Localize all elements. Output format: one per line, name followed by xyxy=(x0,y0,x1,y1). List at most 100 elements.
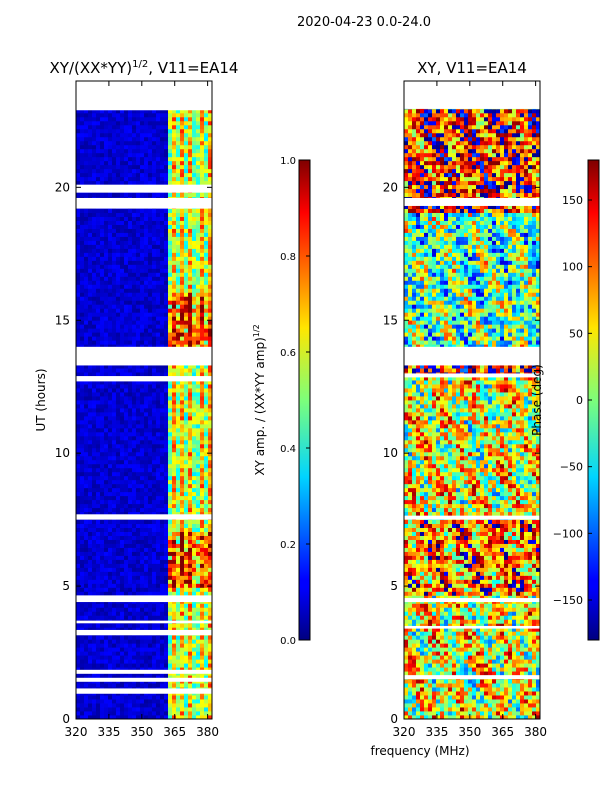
heatmap-cell xyxy=(112,132,117,138)
heatmap-cell xyxy=(164,663,169,668)
heatmap-cell xyxy=(112,180,117,186)
heatmap-cell xyxy=(124,551,129,556)
heatmap-cell xyxy=(156,296,161,301)
heatmap-cell xyxy=(84,699,89,704)
heatmap-cell xyxy=(140,419,145,425)
heatmap-cell xyxy=(88,683,93,688)
heatmap-cell xyxy=(112,256,117,261)
heatmap-cell xyxy=(148,663,153,668)
heatmap-cell xyxy=(100,499,105,505)
heatmap-cell xyxy=(204,140,209,146)
heatmap-cell xyxy=(92,316,97,321)
heatmap-cell xyxy=(116,611,121,616)
heatmap-cell xyxy=(76,427,81,433)
heatmap-cell xyxy=(192,587,197,592)
heatmap-cell xyxy=(132,284,137,289)
heatmap-cell xyxy=(180,260,185,265)
heatmap-cell xyxy=(128,611,133,616)
heatmap-cell xyxy=(96,292,101,297)
heatmap-cell xyxy=(88,284,93,289)
heatmap-cell xyxy=(120,571,125,576)
heatmap-cell xyxy=(136,659,141,664)
heatmap-cell xyxy=(136,368,141,373)
heatmap-cell xyxy=(116,491,121,497)
heatmap-cell xyxy=(96,647,101,652)
heatmap-cell xyxy=(116,276,121,281)
heatmap-cell xyxy=(192,531,197,536)
heatmap-cell xyxy=(192,663,197,668)
heatmap-cell xyxy=(80,407,85,413)
heatmap-cell xyxy=(136,627,141,632)
heatmap-cell xyxy=(204,208,209,213)
heatmap-cell xyxy=(80,567,85,572)
heatmap-cell xyxy=(128,332,133,337)
heatmap-cell xyxy=(188,439,193,445)
heatmap-cell xyxy=(96,483,101,489)
heatmap-cell xyxy=(84,423,89,429)
heatmap-cell xyxy=(200,707,205,712)
heatmap-cell xyxy=(88,140,93,146)
heatmap-cell xyxy=(80,160,85,166)
heatmap-cell xyxy=(144,683,149,688)
heatmap-cell xyxy=(208,535,212,540)
heatmap-cell xyxy=(184,388,189,393)
heatmap-cell xyxy=(172,344,177,349)
heatmap-cell xyxy=(128,527,133,532)
heatmap-cell xyxy=(156,164,161,170)
heatmap-cell xyxy=(140,400,145,405)
heatmap-cell xyxy=(92,451,97,457)
heatmap-cell xyxy=(88,587,93,592)
heatmap-cell xyxy=(132,340,137,345)
heatmap-cell xyxy=(208,272,212,277)
heatmap-cell xyxy=(100,471,105,477)
heatmap-cell xyxy=(148,459,153,465)
heatmap-cell xyxy=(176,567,181,572)
heatmap-cell xyxy=(176,380,181,385)
heatmap-cell xyxy=(184,503,189,509)
heatmap-cell xyxy=(184,559,189,564)
heatmap-cell xyxy=(192,655,197,660)
heatmap-cell xyxy=(116,699,121,704)
heatmap-cell xyxy=(152,192,157,198)
heatmap-cell xyxy=(176,527,181,532)
heatmap-cell xyxy=(84,431,89,437)
heatmap-cell xyxy=(112,471,117,477)
heatmap-cell xyxy=(180,451,185,457)
heatmap-cell xyxy=(128,711,133,716)
heatmap-cell xyxy=(204,523,209,528)
heatmap-cell xyxy=(92,699,97,704)
heatmap-cell xyxy=(144,715,149,719)
heatmap-cell xyxy=(132,407,137,413)
heatmap-cell xyxy=(176,228,181,233)
heatmap-cell xyxy=(176,384,181,389)
heatmap-cell xyxy=(96,471,101,477)
heatmap-cell xyxy=(76,639,81,644)
heatmap-cell xyxy=(140,459,145,465)
heatmap-cell xyxy=(152,180,157,186)
heatmap-cell xyxy=(140,208,145,213)
heatmap-cell xyxy=(180,547,185,552)
heatmap-cell xyxy=(148,192,153,198)
heatmap-cell xyxy=(168,344,173,349)
heatmap-cell xyxy=(144,320,149,325)
heatmap-cell xyxy=(108,308,113,313)
heatmap-cell xyxy=(96,531,101,536)
heatmap-cell xyxy=(88,475,93,481)
heatmap-cell xyxy=(128,503,133,509)
heatmap-cell xyxy=(192,400,197,405)
heatmap-cell xyxy=(132,575,137,580)
heatmap-cell xyxy=(136,639,141,644)
heatmap-cell xyxy=(156,611,161,616)
heatmap-cell xyxy=(96,180,101,186)
heatmap-cell xyxy=(92,491,97,497)
heatmap-cell xyxy=(128,344,133,349)
heatmap-cell xyxy=(184,623,189,628)
heatmap-cell xyxy=(116,216,121,221)
heatmap-cell xyxy=(172,451,177,457)
heatmap-cell xyxy=(112,639,117,644)
heatmap-cell xyxy=(136,475,141,481)
heatmap-cell xyxy=(156,667,161,672)
heatmap-cell xyxy=(136,471,141,477)
heatmap-cell xyxy=(116,427,121,433)
heatmap-cell xyxy=(164,695,169,700)
